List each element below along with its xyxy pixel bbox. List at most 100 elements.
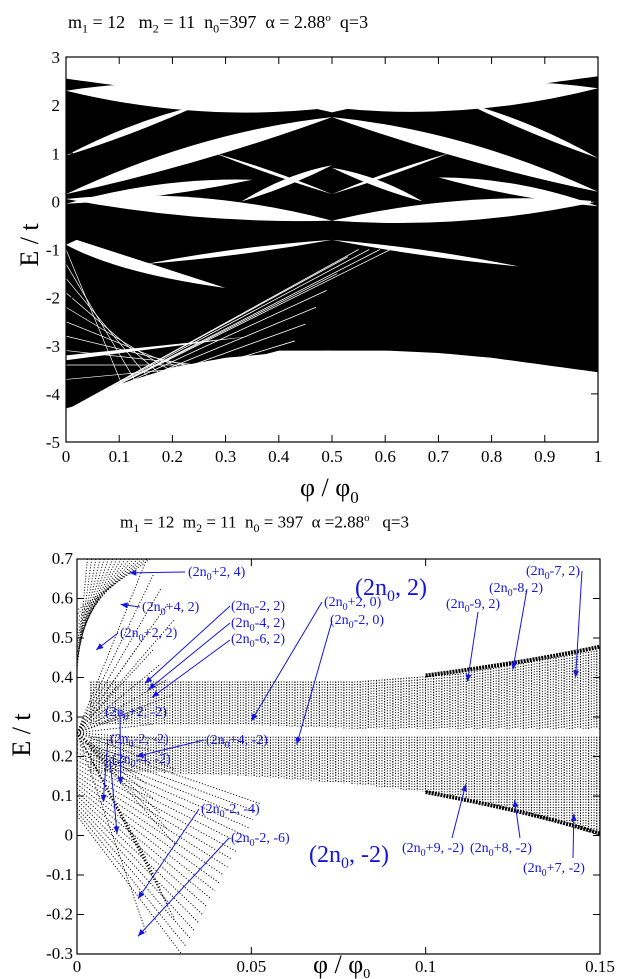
x-tick-label: 0.5: [321, 447, 342, 466]
landau-fan-line: [77, 732, 155, 800]
annotation-arrow: [137, 837, 230, 937]
annotation-main: (2n: [112, 752, 131, 767]
top-x-axis-label-main: φ / φ: [300, 473, 350, 502]
landau-fan-line: [77, 760, 241, 844]
landau-fan-line: [66, 323, 306, 412]
landau-fan-line: [77, 783, 216, 892]
annotation-arrow: [512, 588, 528, 670]
annotation-arrowhead: [113, 826, 120, 834]
top-x-axis-label-sub: 0: [350, 488, 359, 507]
annotation-arrowhead: [120, 602, 128, 609]
region-lower-a: (2n: [309, 842, 341, 868]
annotation-main: (2n: [231, 599, 250, 614]
landau-fan-line: [77, 732, 175, 770]
annotation-arrowhead: [117, 777, 124, 785]
annotation-arrow: [151, 639, 231, 698]
landau-fan-line: [77, 752, 249, 829]
annotation-sub: 0: [161, 607, 166, 618]
spectral-gap: [332, 117, 598, 192]
y-tick-label: -0.2: [46, 905, 73, 924]
annotation-sub: 0: [250, 838, 255, 849]
annotation-end: +4, -2): [230, 733, 269, 748]
annotation-main: (2n: [231, 616, 250, 631]
y-tick-label: -0.3: [46, 944, 73, 963]
annotation-main: (2n: [206, 733, 225, 748]
landau-fan-line: [77, 799, 199, 923]
landau-fan-line: [77, 756, 245, 836]
bottom-plot: 0 0.05 0.1 0.15 -0.3 -0.2 -0.1 0 0.1 0.2 0.3 0.4 0.5…: [46, 549, 615, 976]
annotation-main: (2n: [330, 613, 349, 628]
annotation-end: -2, -4): [225, 802, 260, 817]
annotation-arrow: [129, 571, 186, 574]
annotation-main: (2n: [231, 632, 250, 647]
landau-fan-line: [77, 740, 262, 805]
landau-fan-line: [77, 693, 175, 734]
annotation-sub: 0: [129, 739, 134, 750]
annotation-end: -2, -6): [255, 831, 290, 846]
x-tick-label: 1: [594, 447, 603, 466]
region-upper-a: (2n: [355, 575, 387, 601]
landau-fan-line: [77, 559, 134, 627]
annotation-label: (2n0+2, 2): [120, 626, 178, 644]
annotation-end: +2, 4): [212, 565, 246, 580]
y-tick-label: -1: [46, 241, 60, 260]
y-tick-label: 0.4: [52, 668, 74, 687]
annotation-arrowhead: [465, 674, 472, 682]
annotation-main: (2n: [470, 841, 489, 856]
annotation-sub: 0: [508, 588, 513, 599]
annotation-arrowhead: [295, 737, 302, 745]
region-lower-end: , -2): [349, 842, 389, 868]
landau-fan-line: [77, 559, 147, 615]
y-tick-label: 2: [52, 96, 61, 115]
annotation-arrowhead: [138, 929, 145, 937]
annotation-arrow: [102, 738, 109, 802]
annotation-main: (2n: [526, 564, 545, 579]
landau-fan-line: [77, 732, 162, 890]
landau-fan-line: [77, 559, 151, 611]
annotation-end: +4, 2): [166, 600, 200, 615]
annotation-arrow: [109, 758, 118, 834]
annotation-sub: 0: [131, 759, 136, 770]
annotation-label: (2n0-4, 2): [231, 616, 285, 634]
annotation-sub: 0: [124, 712, 129, 723]
annotation-sub: 0: [250, 623, 255, 634]
spectral-gap: [66, 179, 253, 204]
annotation-arrowhead: [512, 799, 519, 808]
annotation-label: (2n0+9, -2): [402, 841, 464, 859]
annotation-main: (2n: [523, 861, 542, 876]
spectral-gap: [66, 117, 332, 195]
annotation-sub: 0: [489, 848, 494, 859]
landau-fan-line: [77, 559, 118, 643]
annotation-main: (2n: [142, 600, 161, 615]
landau-fan-line: [77, 633, 148, 734]
annotation-label: (2n0-7, 2): [526, 564, 580, 582]
landau-fan-line: [77, 559, 109, 651]
spectral-gap: [332, 153, 450, 195]
top-chart-title: m1 = 12 m2 = 11 n0=397 α = 2.88o q=3: [68, 12, 368, 37]
annotation-label: (2n0+2, -2): [105, 705, 167, 723]
annotation-arrowhead: [251, 713, 258, 721]
annotation-sub: 0: [343, 602, 348, 613]
landau-fan-line: [77, 559, 130, 631]
landau-fan-line: [77, 732, 175, 845]
y-tick-label: 0.7: [52, 549, 74, 568]
x-tick-label: 0.15: [585, 957, 615, 976]
band-edge: [425, 790, 600, 836]
landau-fan-line: [66, 249, 391, 412]
annotation-main: (2n: [105, 705, 124, 720]
annotation-arrow: [575, 570, 583, 678]
top-y-axis-label: E / t: [15, 223, 44, 267]
landau-fan-line: [66, 249, 359, 412]
title-m1-val: = 12: [88, 12, 126, 32]
annotation-main: (2n: [110, 732, 129, 747]
landau-fan-line: [66, 335, 226, 375]
annotation-arrowhead: [144, 676, 153, 684]
landau-fan-line: [77, 732, 168, 755]
landau-fan-line: [77, 559, 97, 662]
landau-fan-line: [77, 708, 147, 734]
landau-fan-line: [77, 779, 220, 884]
x-tick-label: 0.05: [236, 957, 266, 976]
annotation-arrow: [572, 813, 575, 859]
annotation-sub: 0: [545, 571, 550, 582]
annotation-sub: 0: [225, 740, 230, 751]
